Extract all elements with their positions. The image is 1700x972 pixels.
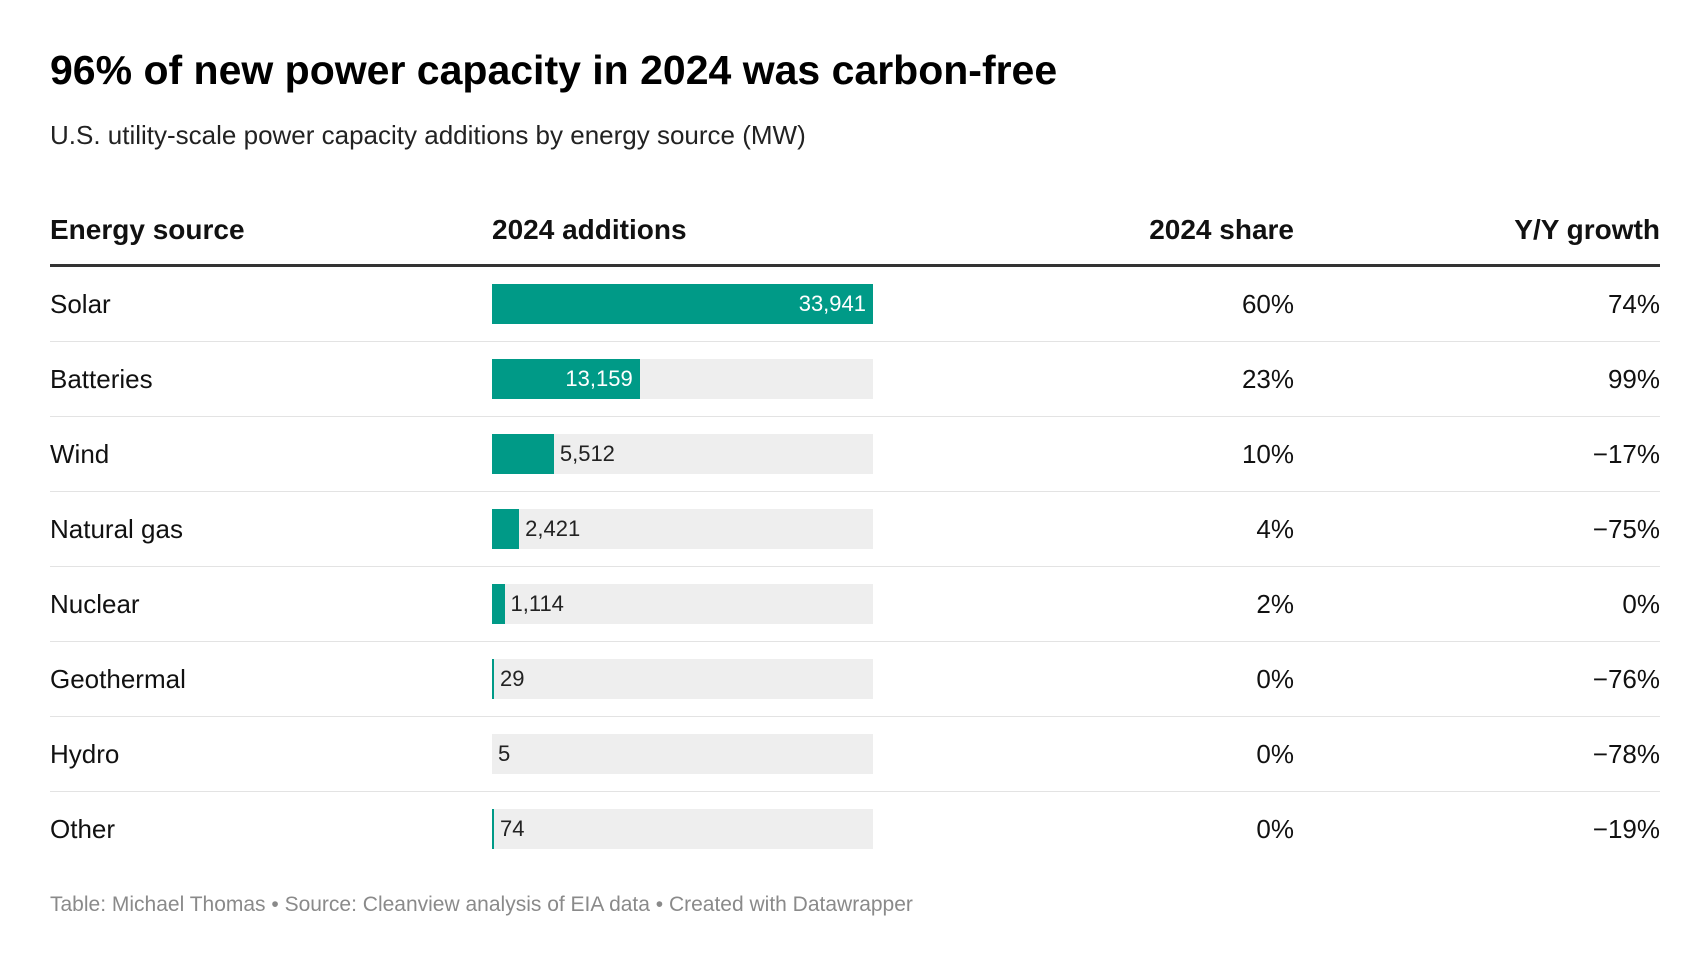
- energy-source-cell: Natural gas: [50, 514, 183, 544]
- bar-track: 29: [492, 659, 873, 699]
- energy-source-cell: Batteries: [50, 364, 153, 394]
- energy-source-cell: Wind: [50, 439, 110, 469]
- share-cell: 0%: [1256, 814, 1294, 844]
- growth-cell: 99%: [1607, 364, 1660, 394]
- share-cell: 2%: [1256, 589, 1294, 619]
- additions-bar: [492, 359, 640, 399]
- additions-bar: [492, 659, 494, 699]
- table-row: Hydro 5 0% −78%: [50, 717, 1660, 792]
- additions-value-label: 5: [498, 741, 511, 766]
- bar-track: 5: [492, 734, 873, 774]
- additions-bar: [492, 284, 873, 324]
- growth-cell: −76%: [1592, 664, 1660, 694]
- table-row: Batteries 13,159 23% 99%: [50, 342, 1660, 417]
- table-row: Geothermal 29 0% −76%: [50, 642, 1660, 717]
- energy-source-cell: Geothermal: [50, 664, 186, 694]
- column-header-yy-growth[interactable]: Y/Y growth: [1514, 214, 1660, 245]
- chart-subtitle: U.S. utility-scale power capacity additi…: [50, 120, 806, 150]
- table-body: Solar 33,941 60% 74% Batteries 13,159 23% 99% Wi…: [50, 267, 1660, 866]
- additions-bar: [492, 584, 505, 624]
- bar-track: 33,941: [492, 284, 873, 324]
- share-cell: 10%: [1241, 439, 1294, 469]
- growth-cell: 74%: [1607, 289, 1660, 319]
- additions-value-label: 5,512: [559, 441, 615, 466]
- share-cell: 23%: [1241, 364, 1294, 394]
- table-row: Natural gas 2,421 4% −75%: [50, 492, 1660, 567]
- table-header: Energy source 2024 additions 2024 share …: [50, 208, 1660, 267]
- additions-bar: [492, 509, 520, 549]
- growth-cell: −75%: [1592, 514, 1660, 544]
- energy-source-cell: Nuclear: [50, 589, 140, 619]
- chart-footer: Table: Michael Thomas • Source: Cleanvie…: [50, 893, 913, 916]
- energy-source-cell: Hydro: [50, 739, 120, 769]
- share-cell: 0%: [1256, 739, 1294, 769]
- additions-value-label: 2,421: [525, 516, 581, 541]
- bar-track: 74: [492, 809, 873, 849]
- bar-track: 1,114: [492, 584, 873, 624]
- share-cell: 60%: [1241, 289, 1294, 319]
- share-cell: 4%: [1256, 514, 1294, 544]
- growth-cell: 0%: [1622, 589, 1660, 619]
- table-row: Other 74 0% −19%: [50, 792, 1660, 866]
- additions-value-label: 1,114: [510, 591, 564, 616]
- growth-cell: −17%: [1592, 439, 1660, 469]
- table-row: Solar 33,941 60% 74%: [50, 267, 1660, 342]
- column-header-energy-source[interactable]: Energy source: [50, 214, 245, 245]
- energy-source-cell: Solar: [50, 289, 111, 319]
- energy-source-cell: Other: [50, 814, 116, 844]
- growth-cell: −78%: [1592, 739, 1660, 769]
- additions-value-label: 29: [500, 666, 525, 691]
- bar-track: 13,159: [492, 359, 873, 399]
- additions-bar: [492, 434, 554, 474]
- additions-value-label: 13,159: [565, 366, 633, 391]
- bar-track: 5,512: [492, 434, 873, 474]
- additions-value-label: 33,941: [798, 291, 866, 316]
- table-row: Nuclear 1,114 2% 0%: [50, 567, 1660, 642]
- bar-track: 2,421: [492, 509, 873, 549]
- additions-bar: [492, 809, 494, 849]
- column-header-2024-share[interactable]: 2024 share: [1149, 214, 1294, 245]
- chart-title: 96% of new power capacity in 2024 was ca…: [50, 47, 1058, 93]
- share-cell: 0%: [1256, 664, 1294, 694]
- growth-cell: −19%: [1592, 814, 1660, 844]
- table-row: Wind 5,512 10% −17%: [50, 417, 1660, 492]
- additions-value-label: 74: [500, 816, 525, 841]
- column-header-2024-additions[interactable]: 2024 additions: [492, 214, 687, 245]
